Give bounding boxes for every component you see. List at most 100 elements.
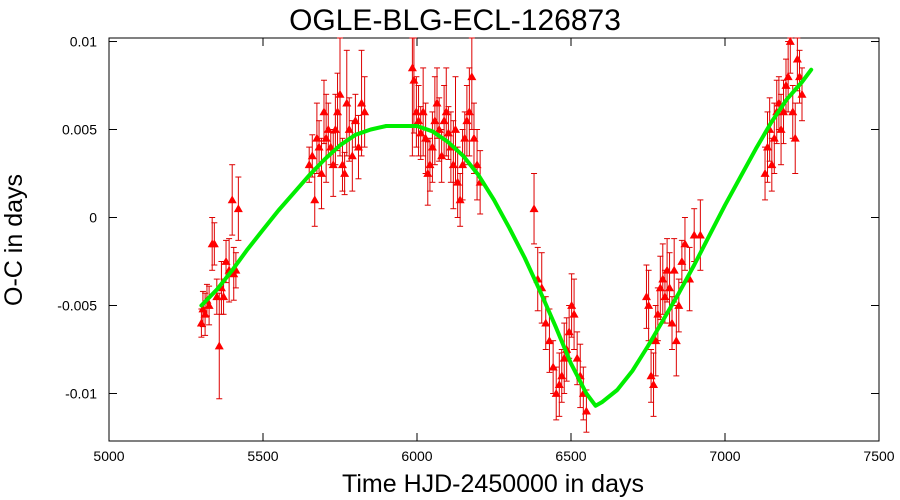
data-point [326, 142, 336, 151]
data-point [353, 142, 363, 151]
y-tick-label: 0.005 [62, 122, 97, 138]
data-point [783, 72, 793, 81]
data-point [671, 336, 681, 345]
data-point [443, 128, 453, 137]
x-axis-label: Time HJD-2450000 in days [342, 470, 644, 498]
data-point [347, 151, 357, 160]
data-point [760, 169, 770, 177]
data-point [541, 318, 551, 327]
data-point [680, 239, 690, 248]
data-point [790, 133, 800, 142]
data-point [200, 309, 210, 318]
data-point [655, 283, 665, 292]
y-tick-label: -0.01 [65, 385, 97, 401]
fit-curve [199, 67, 814, 408]
data-point [344, 125, 354, 133]
data-point [209, 239, 219, 248]
data-point [662, 265, 672, 274]
data-point [649, 380, 659, 389]
data-point [472, 160, 482, 169]
data-point [797, 89, 807, 98]
data-point [677, 256, 687, 265]
data-point [674, 300, 684, 309]
data-point [581, 406, 591, 415]
data-point [763, 142, 773, 151]
data-point [653, 309, 663, 318]
y-tick-label: 0 [89, 210, 97, 226]
data-point [644, 300, 654, 309]
data-point [319, 107, 329, 116]
data-point [323, 125, 333, 133]
data-point [464, 107, 474, 116]
x-tick-label: 6500 [555, 448, 586, 464]
data-point [423, 169, 433, 177]
data-point [795, 72, 805, 81]
data-point [204, 300, 214, 309]
data-point [221, 256, 231, 265]
data-point [453, 177, 463, 186]
data-point [776, 125, 786, 133]
data-point [330, 125, 340, 133]
data-point [409, 75, 419, 84]
data-points [196, 37, 807, 415]
data-point [529, 204, 539, 213]
data-point [665, 283, 675, 292]
chart-title: OGLE-BLG-ECL-126873 [289, 4, 621, 37]
data-point [462, 116, 472, 125]
data-point [689, 230, 699, 239]
data-point [785, 37, 795, 45]
axis-ticks [108, 38, 880, 441]
data-point [430, 116, 440, 125]
data-point [317, 169, 327, 177]
data-point [695, 230, 705, 239]
y-tick-label: 0.01 [70, 34, 97, 50]
data-point [434, 125, 444, 133]
data-point [792, 54, 802, 63]
data-point [350, 116, 360, 125]
data-point [451, 125, 460, 133]
data-point [304, 160, 314, 169]
data-point [233, 204, 243, 213]
data-point [455, 195, 465, 204]
data-point [769, 133, 779, 142]
data-point [214, 341, 224, 350]
data-point [437, 151, 447, 160]
data-point [421, 133, 431, 142]
data-point [411, 107, 421, 116]
data-point [335, 89, 345, 98]
data-point [337, 160, 347, 169]
data-point [551, 388, 561, 397]
data-point [667, 318, 677, 327]
data-point [307, 151, 317, 160]
x-tick-label: 5000 [93, 448, 124, 464]
data-point [427, 142, 437, 151]
data-point [544, 336, 554, 345]
data-point [557, 371, 567, 380]
data-point [414, 116, 424, 125]
data-point [564, 327, 574, 336]
data-point [342, 98, 352, 107]
data-point [340, 169, 350, 177]
data-point [441, 107, 451, 116]
data-point [439, 116, 449, 125]
x-tick-label: 7500 [863, 448, 894, 464]
data-point [669, 265, 679, 274]
data-point [559, 353, 569, 362]
error-bars [198, 37, 805, 433]
fit-line [199, 67, 814, 408]
data-point [651, 336, 661, 345]
plot-frame [108, 37, 880, 442]
data-point [641, 292, 651, 301]
data-point [312, 133, 322, 142]
axis-tick-labels: 5000 5500 6000 6500 7000 7500 -0.01 -0.005 0 0.00… [57, 34, 894, 464]
x-tick-label: 6000 [401, 448, 432, 464]
data-point [660, 292, 670, 301]
data-point [458, 160, 468, 169]
data-point [567, 300, 577, 309]
data-point [548, 362, 558, 371]
data-point [328, 160, 338, 169]
data-point [572, 353, 582, 362]
data-point [227, 195, 237, 204]
data-point [469, 133, 479, 142]
